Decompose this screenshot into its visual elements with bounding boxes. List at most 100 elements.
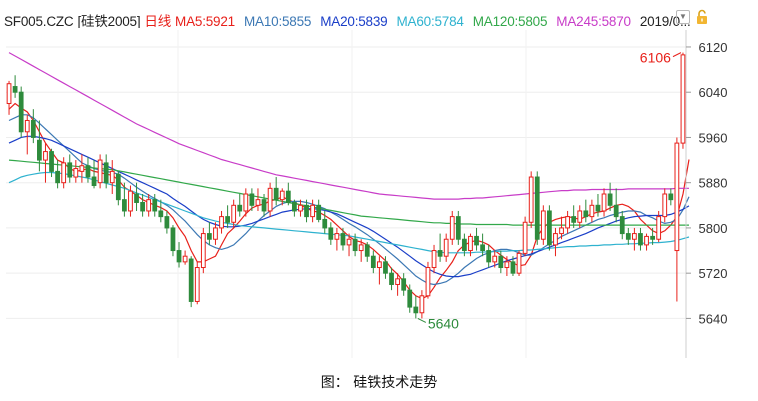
candlestick <box>91 160 97 189</box>
candle-up-body <box>559 227 564 235</box>
candlestick <box>553 227 558 257</box>
candle-down-body <box>389 272 394 285</box>
candle-down-body <box>595 204 601 212</box>
candle-up-body <box>358 244 364 252</box>
candle-up-body <box>24 119 30 133</box>
candlestick <box>158 199 164 223</box>
candlestick <box>486 244 492 268</box>
price-axis: 5640 5720 5800 5880 5960 6040 6120 <box>685 30 728 358</box>
candle-up-body <box>632 233 637 240</box>
candle-up-body <box>680 54 686 144</box>
candlestick <box>219 210 224 234</box>
lock-icon[interactable] <box>696 9 708 25</box>
candle-up-body <box>468 235 473 252</box>
candlestick <box>364 242 370 262</box>
candle-up-body <box>443 238 449 257</box>
candle-up-body <box>377 261 382 269</box>
candlestick <box>346 233 352 257</box>
chevron-down-icon[interactable]: ▼ <box>676 10 690 24</box>
price-annotations: 6106 5640 <box>417 50 682 331</box>
candle-down-body <box>273 187 279 201</box>
candle-down-body <box>237 204 243 212</box>
ma120-label: MA120:5805 <box>472 14 548 28</box>
candlestick <box>207 222 212 245</box>
candlestick <box>182 250 188 265</box>
candle-up-body <box>219 216 224 229</box>
candle-up-body <box>298 204 303 212</box>
candlestick <box>24 114 30 155</box>
candlestick <box>128 185 133 217</box>
candlestick <box>619 210 625 240</box>
candle-up-body <box>128 190 133 212</box>
candle-down-body <box>18 91 24 133</box>
candle-up-body <box>522 221 528 254</box>
candlestick <box>188 256 194 308</box>
chart-controls: ▼ <box>676 8 710 28</box>
candle-up-body <box>589 204 595 218</box>
candlestick <box>625 227 631 245</box>
candle-up-body <box>431 250 437 269</box>
chart-header: SF005.CZC [硅铁2005] 日线 MA5:5921 MA10:5855 MA20… <box>4 10 694 28</box>
candlestick <box>437 233 443 262</box>
candle-up-body <box>662 193 668 218</box>
candle-up-body <box>109 170 115 184</box>
candlestick <box>109 160 115 194</box>
candlestick <box>370 250 376 274</box>
candle-down-body <box>534 176 540 240</box>
candlestick <box>261 194 267 217</box>
candlestick <box>146 194 152 217</box>
candle-down-body <box>462 238 467 252</box>
candlestick <box>152 194 158 217</box>
candle-up-body <box>267 187 273 212</box>
candlestick <box>213 222 218 245</box>
candle-up-body <box>146 199 152 212</box>
ma20-line <box>8 135 690 278</box>
candlestick <box>285 182 291 206</box>
candlestick <box>534 171 540 245</box>
candle-up-body <box>231 204 237 223</box>
candle-down-body <box>638 233 643 246</box>
candlestick <box>668 188 674 206</box>
candlestick <box>352 233 358 257</box>
y-tick-label: 5960 <box>699 130 728 145</box>
candlestick <box>431 244 437 274</box>
candle-down-body <box>322 218 328 229</box>
candle-down-body <box>340 233 346 246</box>
candlestick <box>413 295 419 319</box>
candle-down-body <box>49 151 54 172</box>
candlestick <box>18 86 24 138</box>
candlestick <box>449 210 455 245</box>
candlestick <box>583 199 589 223</box>
candlestick <box>656 210 662 243</box>
candlestick <box>601 188 607 217</box>
symbol-label: SF005.CZC <box>4 14 74 28</box>
candle-down-body <box>437 250 443 257</box>
y-tick-label: 6120 <box>699 40 728 55</box>
candlestick <box>607 182 613 211</box>
y-tick-label: 5720 <box>699 266 728 281</box>
candle-down-body <box>316 204 322 220</box>
candlestick <box>6 80 12 115</box>
candlestick <box>419 290 425 319</box>
candle-down-body <box>619 216 625 235</box>
y-tick-label: 5800 <box>699 221 728 236</box>
candlestick <box>340 227 346 251</box>
candle-up-body <box>243 193 249 212</box>
candlestick <box>273 177 279 206</box>
candle-down-body <box>352 238 358 252</box>
high-price-label: 6106 <box>640 50 671 66</box>
candlestick <box>115 171 121 206</box>
candle-down-body <box>401 278 407 291</box>
candlestick <box>650 227 655 245</box>
candlestick <box>292 199 297 217</box>
candle-down-body <box>12 86 18 93</box>
candle-up-body <box>644 235 649 246</box>
y-tick-label: 5880 <box>699 176 728 191</box>
ma245-label: MA245:5870 <box>556 14 631 28</box>
candlestick <box>516 250 522 276</box>
candle-up-body <box>200 233 206 269</box>
candle-up-body <box>395 278 400 285</box>
candlestick <box>279 188 285 206</box>
candle-up-body <box>540 210 546 240</box>
candle-up-body <box>553 233 558 246</box>
